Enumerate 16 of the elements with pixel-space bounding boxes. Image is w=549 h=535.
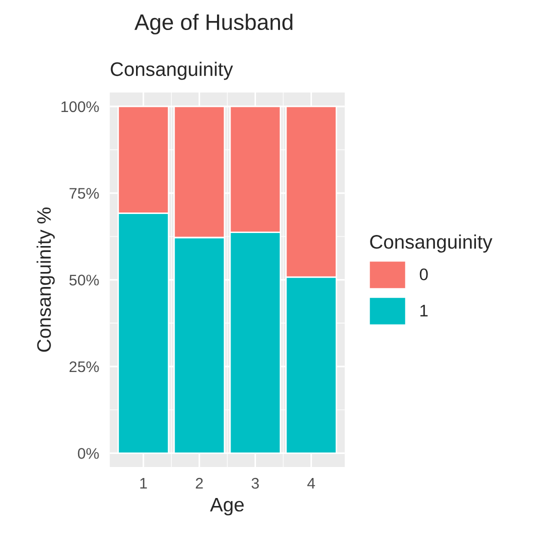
- legend-label: 0: [420, 268, 428, 280]
- x-tick-label: 1: [140, 478, 147, 489]
- legend-title: Consanguinity: [370, 234, 492, 253]
- y-axis-title: Consanguinity %: [36, 208, 55, 352]
- y-tick-label: 25%: [70, 361, 99, 372]
- y-tick-label: 75%: [70, 188, 99, 199]
- x-tick-label: 3: [252, 478, 259, 489]
- x-tick-label: 4: [307, 478, 316, 489]
- y-tick-label: 100%: [61, 101, 99, 112]
- y-tick-label: 0%: [78, 448, 99, 459]
- chart-subtitle: Consanguinity: [110, 62, 233, 80]
- y-tick-label: 50%: [69, 274, 99, 286]
- x-axis-title: Age: [210, 498, 244, 516]
- x-tick-label: 2: [196, 478, 203, 489]
- chart-title: Age of Husband: [134, 14, 292, 34]
- legend-label: 1: [420, 304, 428, 316]
